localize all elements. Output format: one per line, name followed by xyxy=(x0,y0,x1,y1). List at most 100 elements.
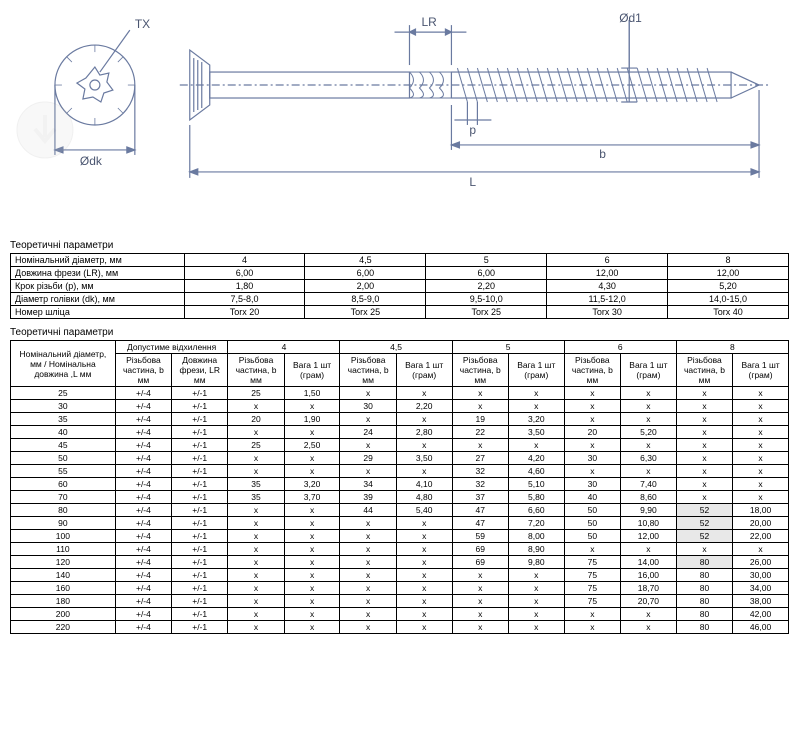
t2-data-cell: x xyxy=(284,504,340,517)
t2-data-cell: x xyxy=(452,621,508,634)
t2-data-cell: x xyxy=(228,530,284,543)
t2-data-cell: x xyxy=(284,556,340,569)
t2-data-cell: 50 xyxy=(564,530,620,543)
t2-data-cell: +/-1 xyxy=(172,569,228,582)
t2-data-cell: 9,90 xyxy=(621,504,677,517)
t2-data-cell: 47 xyxy=(452,517,508,530)
t2-data-cell: x xyxy=(284,582,340,595)
t2-length-cell: 160 xyxy=(11,582,116,595)
t2-length-cell: 50 xyxy=(11,452,116,465)
label-tx: TX xyxy=(135,17,150,31)
t2-data-cell: +/-1 xyxy=(172,400,228,413)
param-cell: 5,20 xyxy=(668,280,789,293)
t2-data-cell: x xyxy=(508,582,564,595)
t2-data-cell: 4,10 xyxy=(396,478,452,491)
t2-data-cell: +/-1 xyxy=(172,387,228,400)
t2-data-cell: 25 xyxy=(228,387,284,400)
t2-data-cell: 25 xyxy=(228,439,284,452)
t2-data-cell: x xyxy=(340,517,396,530)
t2-data-cell: x xyxy=(340,530,396,543)
t2-data-cell: x xyxy=(733,413,789,426)
t2-data-cell: x xyxy=(284,465,340,478)
t2-data-cell: x xyxy=(733,400,789,413)
label-d1: Ød1 xyxy=(619,11,642,25)
t2-data-cell: x xyxy=(396,439,452,452)
t2-data-cell: 18,00 xyxy=(733,504,789,517)
t2-length-cell: 35 xyxy=(11,413,116,426)
t2-data-cell: x xyxy=(676,491,732,504)
param-cell: Torx 25 xyxy=(305,306,426,319)
t2-data-cell: x xyxy=(508,439,564,452)
t2-data-cell: 75 xyxy=(564,582,620,595)
t2-subheader: Довжина фрези, LR мм xyxy=(172,354,228,387)
t2-length-cell: 80 xyxy=(11,504,116,517)
t2-data-cell: x xyxy=(733,543,789,556)
t2-data-cell: 30 xyxy=(340,400,396,413)
t2-data-cell: x xyxy=(452,582,508,595)
t2-data-cell: x xyxy=(452,387,508,400)
t2-data-cell: 6,60 xyxy=(508,504,564,517)
param-cell: 8 xyxy=(668,254,789,267)
t2-data-cell: 39 xyxy=(340,491,396,504)
param-cell: 12,00 xyxy=(547,267,668,280)
t2-data-cell: 4,20 xyxy=(508,452,564,465)
t2-data-cell: 20,70 xyxy=(621,595,677,608)
t2-data-cell: x xyxy=(676,413,732,426)
t2-data-cell: +/-1 xyxy=(172,530,228,543)
t2-data-cell: 50 xyxy=(564,517,620,530)
t2-data-cell: x xyxy=(621,439,677,452)
t2-data-cell: 37 xyxy=(452,491,508,504)
t2-data-cell: x xyxy=(508,400,564,413)
param-cell: 12,00 xyxy=(668,267,789,280)
t2-data-cell: x xyxy=(396,530,452,543)
t2-length-cell: 60 xyxy=(11,478,116,491)
t2-data-cell: 5,20 xyxy=(621,426,677,439)
t2-data-cell: x xyxy=(284,530,340,543)
t2-length-cell: 120 xyxy=(11,556,116,569)
table2-title: Теоретичні параметри xyxy=(10,327,789,338)
t2-diam-6: 6 xyxy=(564,341,676,354)
t2-length-cell: 220 xyxy=(11,621,116,634)
t2-data-cell: 24 xyxy=(340,426,396,439)
t2-data-cell: +/-1 xyxy=(172,478,228,491)
t2-subheader: Різьбова частина, b мм xyxy=(340,354,396,387)
param-cell: 11,5-12,0 xyxy=(547,293,668,306)
t2-data-cell: x xyxy=(340,621,396,634)
t2-data-cell: +/-4 xyxy=(115,478,171,491)
t2-data-cell: 5,10 xyxy=(508,478,564,491)
param-cell: Torx 20 xyxy=(184,306,305,319)
label-p: p xyxy=(469,123,476,137)
t2-data-cell: 32 xyxy=(452,465,508,478)
t2-length-cell: 90 xyxy=(11,517,116,530)
param-cell: 6,00 xyxy=(305,267,426,280)
t2-data-cell: x xyxy=(228,504,284,517)
t2-data-cell: 47 xyxy=(452,504,508,517)
t2-data-cell: 4,60 xyxy=(508,465,564,478)
t2-data-cell: x xyxy=(340,439,396,452)
param-cell: 7,5-8,0 xyxy=(184,293,305,306)
t2-data-cell: x xyxy=(676,543,732,556)
t2-data-cell: 3,20 xyxy=(284,478,340,491)
param-cell: 4,5 xyxy=(305,254,426,267)
t2-diam-4: 4 xyxy=(228,341,340,354)
t2-data-cell: x xyxy=(508,608,564,621)
t2-data-cell: x xyxy=(340,543,396,556)
t2-data-cell: 52 xyxy=(676,530,732,543)
t2-data-cell: x xyxy=(621,400,677,413)
t2-data-cell: 50 xyxy=(564,504,620,517)
param-row-label: Номінальний діаметр, мм xyxy=(11,254,185,267)
t2-data-cell: 3,50 xyxy=(396,452,452,465)
t2-data-cell: 7,20 xyxy=(508,517,564,530)
label-b: b xyxy=(599,147,606,161)
t2-data-cell: x xyxy=(621,387,677,400)
param-row-label: Крок різьби (p), мм xyxy=(11,280,185,293)
t2-data-cell: +/-1 xyxy=(172,608,228,621)
t2-data-cell: 10,80 xyxy=(621,517,677,530)
t2-data-cell: x xyxy=(228,556,284,569)
t2-length-cell: 25 xyxy=(11,387,116,400)
t2-data-cell: +/-1 xyxy=(172,543,228,556)
t2-data-cell: x xyxy=(564,621,620,634)
t2-data-cell: 19 xyxy=(452,413,508,426)
t2-data-cell: x xyxy=(396,608,452,621)
t2-data-cell: x xyxy=(396,621,452,634)
